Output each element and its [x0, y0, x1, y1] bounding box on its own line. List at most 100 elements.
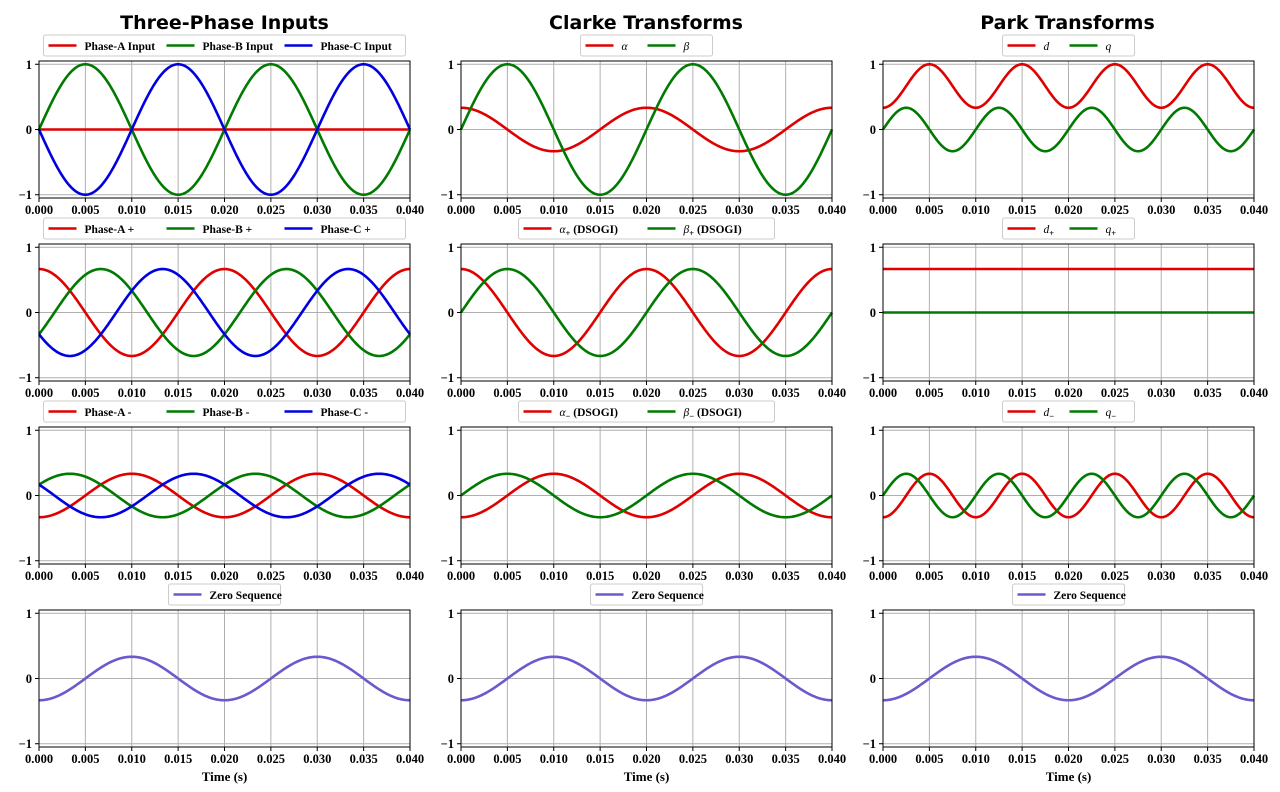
x-tick-label: 0.035 — [1194, 569, 1222, 583]
x-tick-label: 0.010 — [540, 203, 568, 217]
series-line-series — [460, 106, 833, 153]
legend: d+ q+ — [1002, 217, 1135, 240]
x-tick-label: 0.010 — [540, 569, 568, 583]
x-tick-label: 0.035 — [772, 386, 800, 400]
x-tick-label: 0.010 — [962, 752, 990, 766]
y-tick-label: 0 — [870, 672, 876, 686]
x-tick-label: 0.020 — [632, 386, 660, 400]
x-tick-label: 0.035 — [1194, 752, 1222, 766]
subplot-r2-c1: 0.000 0.005 0.010 0.015 0.020 0.025 0.030 0.035… — [441, 400, 846, 583]
x-tick-label: 0.040 — [818, 569, 846, 583]
x-tick-label: 0.020 — [210, 752, 238, 766]
x-tick-label: 0.030 — [725, 203, 753, 217]
column-title-park: Park Transforms — [980, 12, 1155, 34]
x-tick-label: 0.005 — [915, 752, 943, 766]
y-tick-label: −1 — [441, 371, 454, 385]
x-tick-label: 0.020 — [1054, 569, 1082, 583]
x-tick-label: 0.035 — [1194, 386, 1222, 400]
x-tick-label: 0.005 — [493, 386, 521, 400]
x-tick-label: 0.010 — [540, 386, 568, 400]
legend-box — [1002, 400, 1135, 423]
x-tick-label: 0.020 — [1054, 752, 1082, 766]
x-tick-label: 0.010 — [962, 386, 990, 400]
x-tick-label: 0.035 — [772, 569, 800, 583]
y-tick-label: −1 — [19, 737, 32, 751]
legend-label: Phase-B + — [203, 224, 253, 236]
y-tick-label: 1 — [448, 424, 454, 438]
y-tick-label: 0 — [448, 489, 454, 503]
x-tick-label: 0.025 — [257, 569, 285, 583]
legend-box — [43, 217, 406, 240]
x-tick-label: 0.000 — [869, 203, 897, 217]
x-tick-label: 0.030 — [1147, 386, 1175, 400]
x-tick-label: 0.030 — [725, 386, 753, 400]
x-tick-label: 0.000 — [25, 569, 53, 583]
x-tick-label: 0.025 — [679, 203, 707, 217]
y-tick-label: −1 — [19, 554, 32, 568]
x-tick-label: 0.015 — [1008, 569, 1036, 583]
x-tick-label: 0.000 — [25, 386, 53, 400]
x-tick-label: 0.025 — [1101, 386, 1129, 400]
x-tick-label: 0.015 — [164, 569, 192, 583]
x-tick-label: 0.030 — [303, 752, 331, 766]
x-tick-label: 0.015 — [164, 203, 192, 217]
x-tick-label: 0.010 — [118, 569, 146, 583]
x-tick-label: 0.000 — [869, 569, 897, 583]
legend-box — [43, 34, 406, 57]
x-tick-label: 0.005 — [915, 569, 943, 583]
legend-box — [168, 583, 281, 606]
x-tick-label: 0.000 — [447, 569, 475, 583]
y-tick-label: 0 — [870, 306, 876, 320]
x-tick-label: 0.030 — [303, 386, 331, 400]
x-tick-label: 0.040 — [396, 752, 424, 766]
x-tick-label: 0.040 — [1240, 752, 1268, 766]
x-tick-label: 0.005 — [493, 203, 521, 217]
column-title-three-phase: Three-Phase Inputs — [120, 12, 329, 34]
x-tick-label: 0.035 — [1194, 203, 1222, 217]
y-tick-label: −1 — [441, 554, 454, 568]
subplot-r3-c0: 0.000 0.005 0.010 0.015 0.020 0.025 0.030 0.035… — [19, 583, 424, 784]
x-tick-label: 0.015 — [586, 203, 614, 217]
legend-label: q+ — [1106, 224, 1117, 238]
y-tick-label: 1 — [26, 607, 32, 621]
x-tick-label: 0.040 — [1240, 569, 1268, 583]
legend-label: q− — [1106, 407, 1117, 421]
y-tick-label: −1 — [863, 554, 876, 568]
legend-box — [43, 400, 406, 423]
x-tick-label: 0.005 — [71, 569, 99, 583]
x-tick-label: 0.025 — [679, 752, 707, 766]
series-line-q — [881, 106, 1256, 153]
x-tick-label: 0.010 — [118, 386, 146, 400]
legend: Phase-A + Phase-B + Phase-C + — [43, 217, 406, 240]
x-tick-label: 0.005 — [915, 386, 943, 400]
x-tick-label: 0.015 — [1008, 203, 1036, 217]
x-tick-label: 0.005 — [493, 752, 521, 766]
legend-label: Phase-A Input — [85, 41, 156, 53]
y-tick-label: 1 — [870, 58, 876, 72]
legend-label: q — [1106, 41, 1112, 53]
x-axis-label: Time (s) — [202, 769, 248, 784]
x-tick-label: 0.025 — [257, 752, 285, 766]
x-tick-label: 0.000 — [869, 386, 897, 400]
x-tick-label: 0.025 — [257, 203, 285, 217]
y-tick-label: 0 — [26, 672, 32, 686]
series-line-d — [882, 472, 1255, 519]
series-line-phase-c — [37, 267, 412, 358]
subplot-r0-c0: 0.000 0.005 0.010 0.015 0.020 0.025 0.030 0.035… — [19, 34, 424, 217]
y-tick-label: 0 — [448, 123, 454, 137]
y-tick-label: −1 — [863, 371, 876, 385]
subplot-r3-c1: 0.000 0.005 0.010 0.015 0.020 0.025 0.030 0.035… — [441, 583, 846, 784]
legend-box — [590, 583, 703, 606]
x-tick-label: 0.020 — [210, 203, 238, 217]
x-tick-label: 0.010 — [118, 752, 146, 766]
y-tick-label: 1 — [448, 607, 454, 621]
y-tick-label: 0 — [870, 489, 876, 503]
subplot-r1-c0: 0.000 0.005 0.010 0.015 0.020 0.025 0.030 0.035… — [19, 217, 424, 400]
y-tick-label: 0 — [448, 306, 454, 320]
legend-label: Phase-C - — [321, 407, 369, 419]
x-axis-label: Time (s) — [1046, 769, 1092, 784]
series-line-dsogi — [460, 472, 833, 519]
legend-label: Zero Sequence — [632, 590, 704, 602]
x-tick-label: 0.035 — [772, 752, 800, 766]
